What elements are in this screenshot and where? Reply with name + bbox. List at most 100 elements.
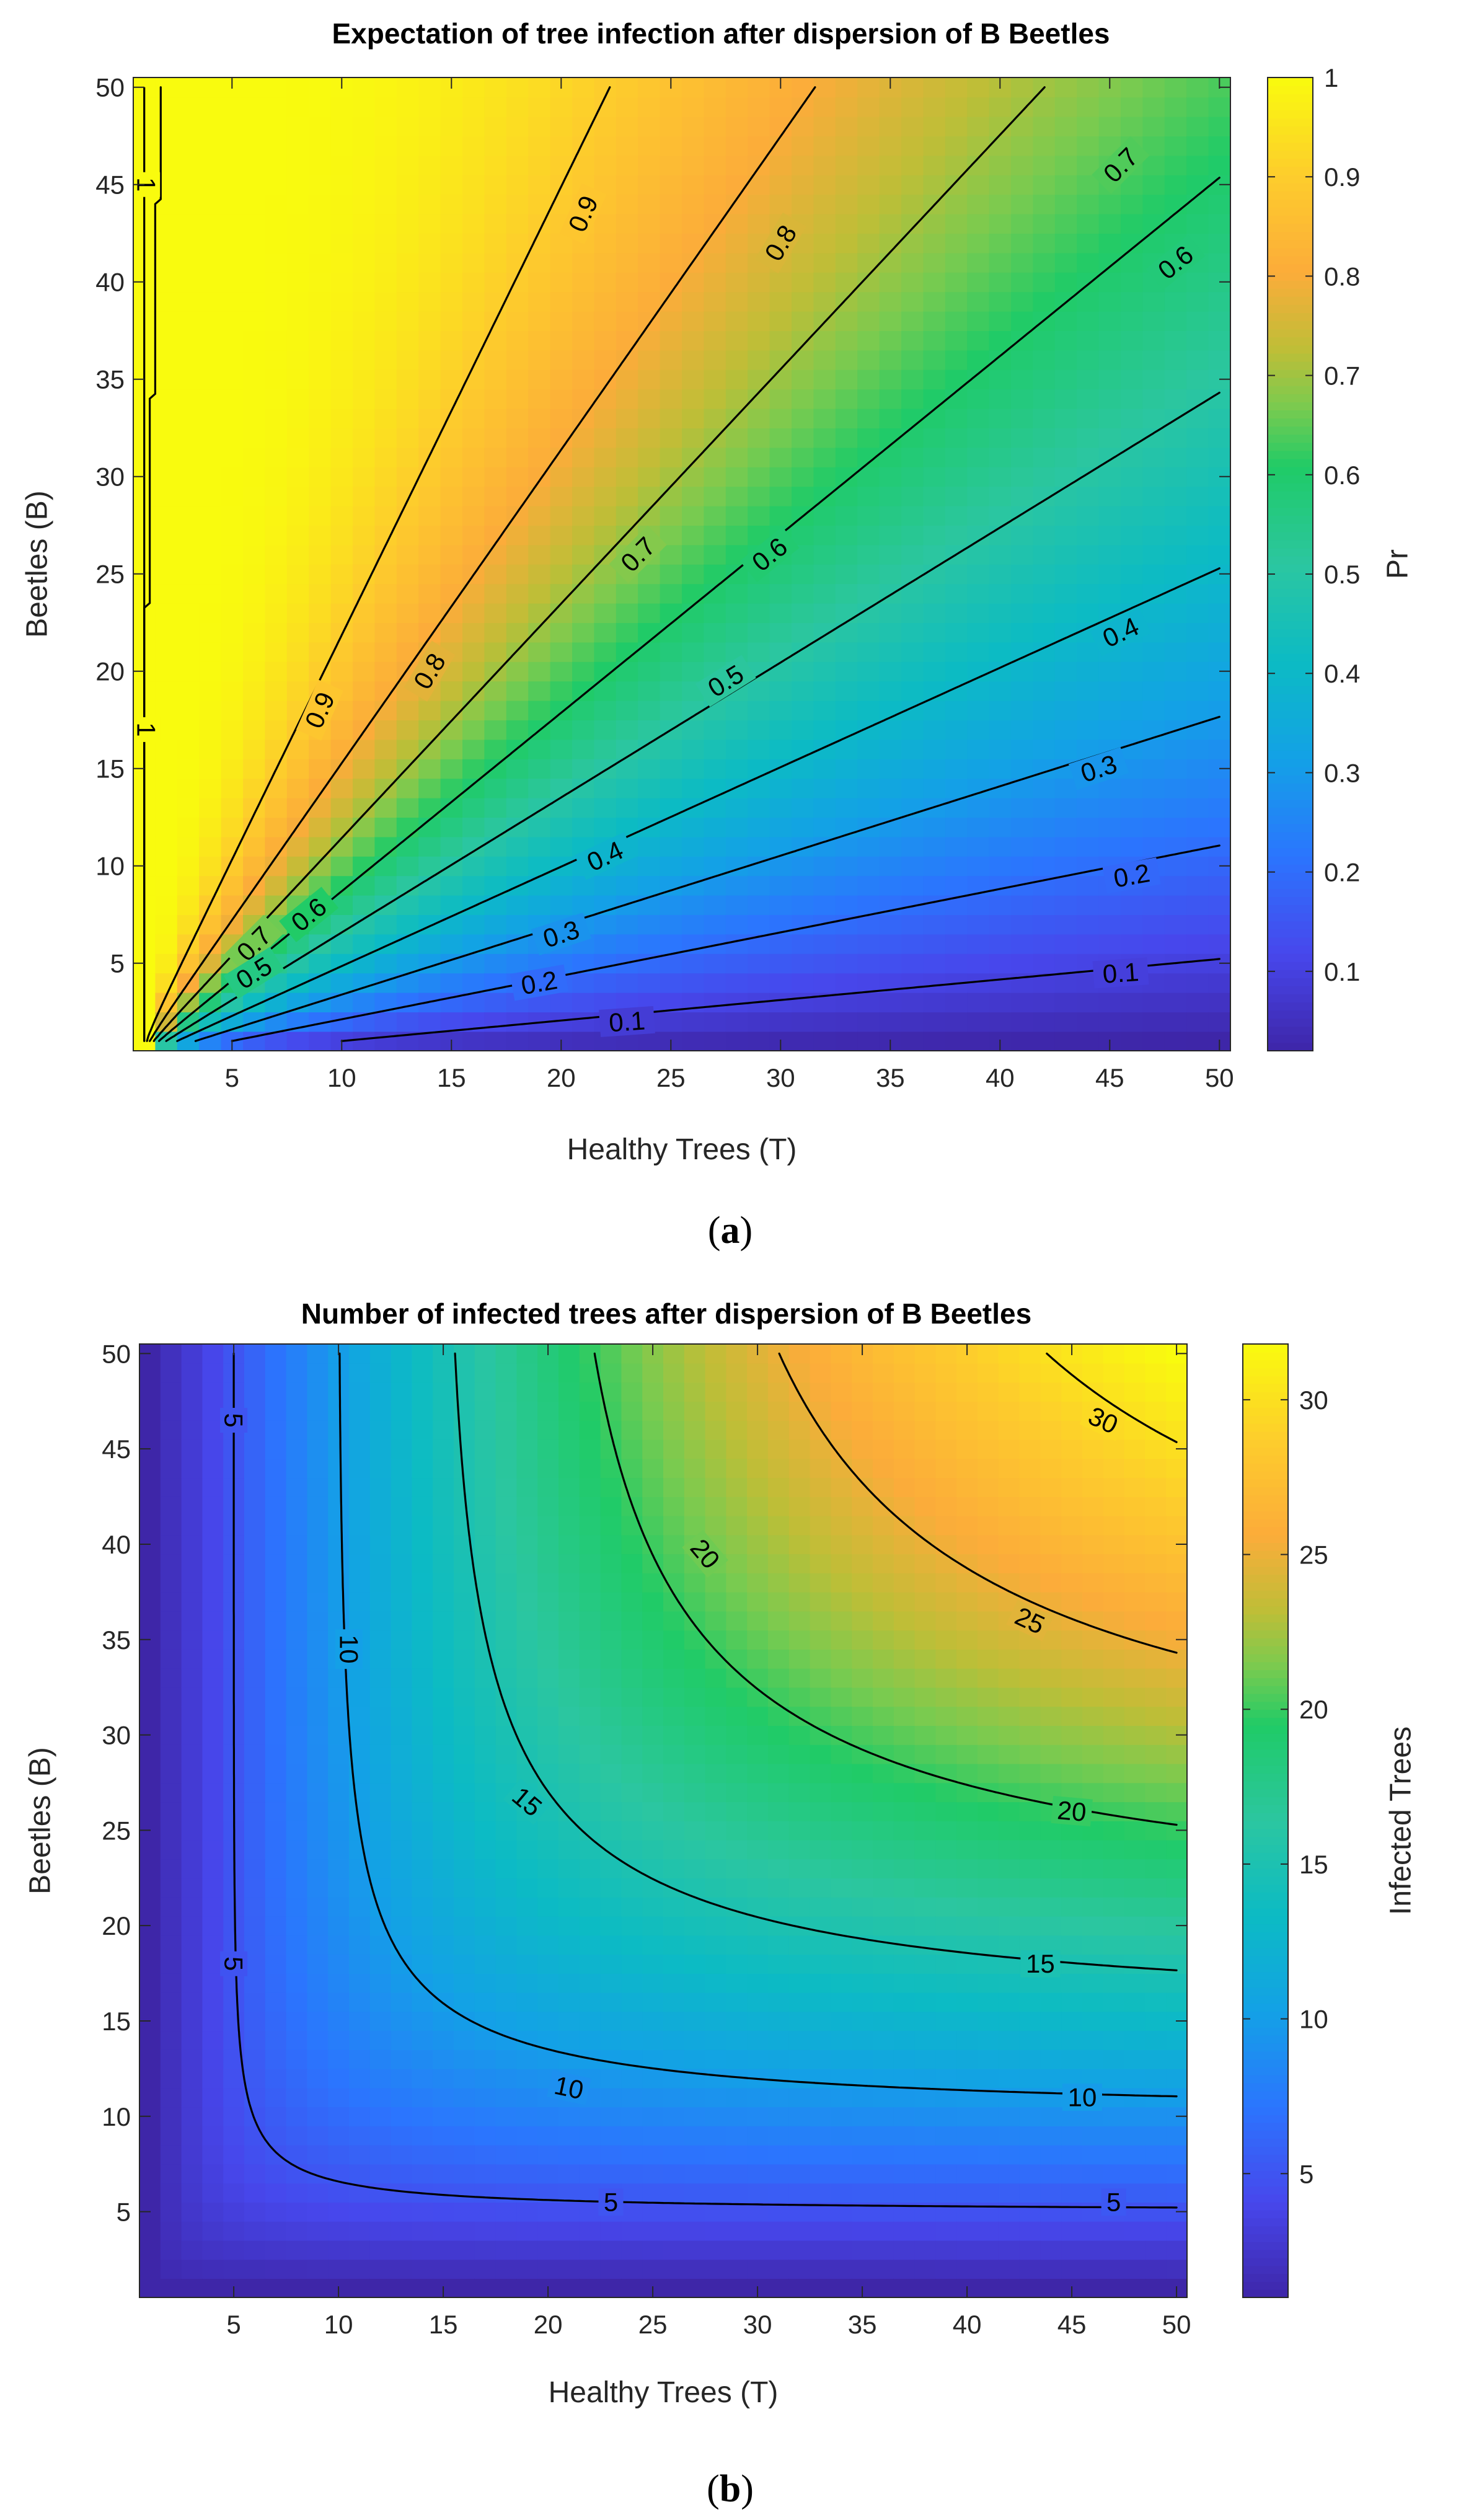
heatmap-cell [265, 2183, 287, 2203]
heatmap-cell [433, 2011, 454, 2031]
heatmap-cell [810, 1725, 832, 1745]
heatmap-cell [935, 1573, 957, 1593]
heatmap-cell [726, 2107, 748, 2126]
heatmap-cell [914, 1916, 937, 1936]
heatmap-cell [550, 583, 573, 604]
heatmap-cell [901, 291, 924, 312]
heatmap-cell [579, 1973, 601, 1993]
heatmap-cell [810, 2030, 832, 2050]
heatmap-cell [857, 486, 880, 506]
heatmap-cell [835, 194, 858, 214]
heatmap-cell [704, 914, 726, 935]
heatmap-cell [537, 1573, 559, 1593]
heatmap-cell [330, 720, 353, 740]
heatmap-cell [616, 369, 638, 390]
heatmap-cell [621, 2011, 643, 2031]
heatmap-cell [558, 1630, 580, 1650]
heatmap-cell [1164, 467, 1187, 487]
heatmap-cell [945, 213, 968, 234]
heatmap-cell [369, 2183, 392, 2203]
heatmap-cell [810, 1744, 832, 1764]
heatmap-cell [998, 1763, 1020, 1784]
heatmap-cell [704, 720, 726, 740]
heatmap-cell [537, 1515, 559, 1536]
heatmap-cell [852, 1839, 873, 1860]
heatmap-cell [638, 447, 661, 467]
heatmap-cell [558, 1534, 580, 1555]
heatmap-cell [901, 136, 924, 156]
heatmap-cell [704, 973, 726, 993]
heatmap-cell [286, 1839, 308, 1860]
heatmap-cell [725, 213, 748, 234]
heatmap-cell [454, 1782, 475, 1803]
heatmap-cell [550, 272, 573, 293]
heatmap-cell [663, 1497, 685, 1516]
heatmap-cell [1142, 817, 1165, 838]
heatmap-cell [914, 1497, 937, 1516]
heatmap-cell [139, 1744, 161, 1764]
heatmap-cell [831, 1591, 852, 1612]
heatmap-cell [748, 759, 770, 779]
heatmap-cell [594, 155, 617, 175]
heatmap-cell [181, 1420, 203, 1440]
heatmap-cell [684, 2259, 706, 2279]
heatmap-cell [160, 1382, 182, 1402]
heatmap-cell [769, 330, 792, 351]
heatmap-cell [309, 194, 332, 214]
heatmap-cell [177, 486, 200, 506]
heatmap-cell [813, 505, 836, 526]
heatmap-cell [945, 486, 968, 506]
heatmap-cell [768, 2011, 790, 2031]
heatmap-cell [893, 2030, 916, 2050]
heatmap-cell [160, 1591, 182, 1612]
heatmap-cell [747, 1668, 769, 1688]
heatmap-cell [1011, 681, 1034, 701]
heatmap-cell [945, 311, 968, 331]
heatmap-cell [642, 1706, 664, 1726]
heatmap-cell [705, 1611, 727, 1631]
heatmap-cell [998, 1744, 1020, 1764]
heatmap-cell [813, 213, 836, 234]
heatmap-cell [484, 720, 507, 740]
heatmap-cell [177, 272, 200, 293]
heatmap-cell [835, 252, 858, 273]
heatmap-cell [813, 564, 836, 585]
heatmap-cell [704, 194, 726, 214]
heatmap-cell [638, 213, 661, 234]
heatmap-cell [558, 1821, 580, 1841]
heatmap-cell [1186, 447, 1209, 467]
heatmap-cell [418, 934, 441, 954]
heatmap-cell [725, 505, 748, 526]
heatmap-cell [353, 213, 376, 234]
heatmap-cell [914, 2202, 937, 2222]
heatmap-cell [813, 194, 836, 214]
heatmap-cell [967, 953, 990, 974]
heatmap-cell [516, 1363, 538, 1383]
heatmap-cell [945, 252, 968, 273]
panel-a: Expectation of tree infection after disp… [21, 17, 1415, 1252]
heatmap-cell [286, 272, 309, 293]
heatmap-cell [1019, 1344, 1041, 1364]
heatmap-cell [177, 447, 200, 467]
heatmap-cell [998, 1821, 1020, 1841]
heatmap-cell [935, 1611, 957, 1631]
colorbar-band [1268, 986, 1313, 995]
heatmap-cell [879, 681, 902, 701]
heatmap-cell [558, 2164, 580, 2184]
colorbar-band [1268, 702, 1313, 711]
heatmap-cell [788, 1687, 811, 1707]
heatmap-cell [391, 2221, 413, 2241]
y-tick-label: 25 [95, 560, 125, 589]
heatmap-cell [1142, 116, 1165, 136]
heatmap-cell [684, 2030, 706, 2050]
heatmap-cell [873, 2278, 894, 2298]
heatmap-cell [286, 2221, 308, 2241]
heatmap-cell [433, 1954, 454, 1974]
heatmap-cell [353, 447, 376, 467]
heatmap-cell [221, 486, 244, 506]
heatmap-cell [726, 1782, 748, 1803]
heatmap-cell [989, 369, 1012, 390]
heatmap-cell [1186, 330, 1209, 351]
heatmap-cell [155, 233, 178, 254]
heatmap-cell [506, 97, 529, 117]
